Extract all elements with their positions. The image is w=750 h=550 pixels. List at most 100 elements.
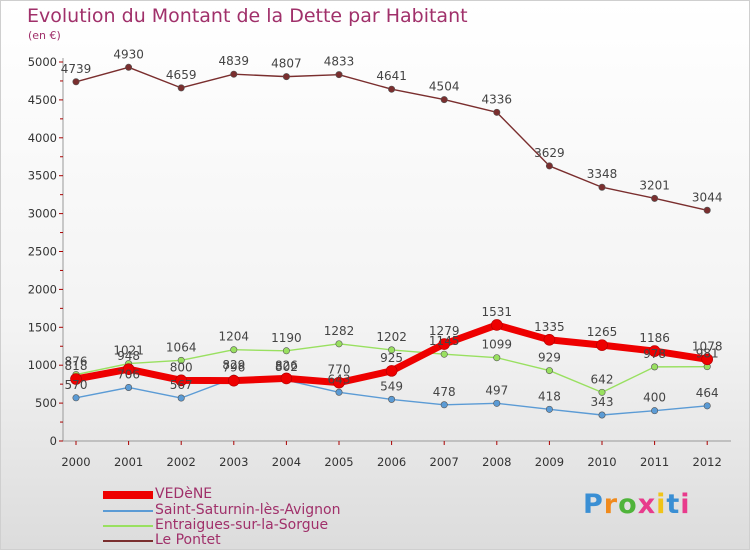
data-label-vedene: 796 xyxy=(222,361,245,375)
data-point-entraigues xyxy=(440,350,448,358)
y-tick-label: 2500 xyxy=(28,245,57,259)
x-tick-label: 2012 xyxy=(693,455,722,469)
series-layer xyxy=(70,63,714,419)
data-point-vedene xyxy=(280,372,293,385)
data-label-le-pontet: 4336 xyxy=(482,92,513,106)
data-point-vedene xyxy=(596,339,608,351)
y-tick-label: 0 xyxy=(50,434,57,448)
data-label-saint-saturnin: 706 xyxy=(117,367,140,381)
data-point-saint-saturnin xyxy=(493,399,501,407)
data-point-le-pontet xyxy=(440,96,448,104)
data-label-le-pontet: 4659 xyxy=(166,68,197,82)
data-point-entraigues xyxy=(282,347,290,355)
legend-swatch-vedene xyxy=(103,491,153,499)
data-label-saint-saturnin: 400 xyxy=(643,391,666,405)
data-label-saint-saturnin: 643 xyxy=(328,372,351,386)
data-label-vedene: 1335 xyxy=(534,320,565,334)
data-point-saint-saturnin xyxy=(440,401,448,409)
data-label-saint-saturnin: 478 xyxy=(433,385,456,399)
data-label-entraigues: 978 xyxy=(643,347,666,361)
data-point-vedene xyxy=(175,374,187,387)
data-point-saint-saturnin xyxy=(703,402,711,410)
x-tick-label: 2010 xyxy=(587,455,616,469)
data-label-vedene: 925 xyxy=(380,351,403,365)
x-tick-label: 2000 xyxy=(61,455,90,469)
x-tick-label: 2008 xyxy=(482,455,511,469)
unit-label: (en €) xyxy=(28,29,61,42)
data-label-entraigues: 876 xyxy=(65,355,88,369)
x-tick-label: 2006 xyxy=(377,455,406,469)
data-point-le-pontet xyxy=(703,206,711,214)
data-label-entraigues: 1099 xyxy=(482,338,513,352)
data-label-entraigues: 1064 xyxy=(166,340,197,354)
data-point-le-pontet xyxy=(651,194,659,202)
data-point-entraigues xyxy=(598,388,606,396)
data-label-saint-saturnin: 418 xyxy=(538,389,561,403)
x-tick-label: 2011 xyxy=(640,455,669,469)
data-point-entraigues xyxy=(651,363,659,371)
y-tick-label: 3000 xyxy=(28,207,57,221)
data-point-vedene xyxy=(648,345,661,357)
data-point-vedene xyxy=(543,334,556,346)
data-point-saint-saturnin xyxy=(125,383,133,391)
data-point-le-pontet xyxy=(125,63,133,71)
data-label-vedene: 800 xyxy=(170,360,193,374)
x-tick-label: 2004 xyxy=(272,455,301,469)
data-label-entraigues: 1145 xyxy=(429,334,460,348)
data-label-entraigues: 1202 xyxy=(376,330,407,344)
data-point-vedene xyxy=(228,374,240,387)
data-label-entraigues: 642 xyxy=(591,372,614,386)
data-point-vedene xyxy=(490,319,503,331)
logo-letter: t xyxy=(666,489,681,520)
data-label-vedene: 1279 xyxy=(429,324,460,338)
y-tick-label: 5000 xyxy=(28,55,57,69)
data-point-vedene xyxy=(438,338,451,350)
legend-label-le-pontet: Le Pontet xyxy=(155,532,221,548)
data-label-entraigues: 929 xyxy=(538,351,561,365)
data-labels: 570 706 567 829 802 643 549 478 497 418 343 400 464 8… xyxy=(61,47,723,409)
data-label-entraigues: 1190 xyxy=(271,331,302,345)
data-point-saint-saturnin xyxy=(388,395,396,403)
x-tick-label: 2007 xyxy=(430,455,459,469)
data-label-le-pontet: 4641 xyxy=(376,69,407,83)
data-label-le-pontet: 3348 xyxy=(587,167,618,181)
data-point-vedene xyxy=(701,353,714,366)
proxiti-logo: Proxiti xyxy=(583,489,691,520)
data-label-vedene: 770 xyxy=(328,363,351,377)
data-label-saint-saturnin: 497 xyxy=(485,383,508,397)
data-label-saint-saturnin: 829 xyxy=(222,358,245,372)
logo-letter: P xyxy=(583,489,604,520)
data-label-entraigues: 1021 xyxy=(113,344,144,358)
data-point-vedene xyxy=(333,376,345,389)
data-point-le-pontet xyxy=(545,162,553,170)
data-label-le-pontet: 4930 xyxy=(113,47,144,61)
x-tick-label: 2005 xyxy=(324,455,353,469)
data-point-entraigues xyxy=(230,346,238,354)
data-label-saint-saturnin: 549 xyxy=(380,379,403,393)
data-label-le-pontet: 4504 xyxy=(429,80,460,94)
x-tick-label: 2002 xyxy=(167,455,196,469)
legend-label-saint-saturnin: Saint-Saturnin-lès-Avignon xyxy=(155,502,341,518)
data-point-saint-saturnin xyxy=(177,394,185,402)
y-tick-label: 4500 xyxy=(28,93,57,107)
data-label-le-pontet: 3201 xyxy=(639,178,670,192)
logo-letter: i xyxy=(656,489,667,520)
legend-label-entraigues: Entraigues-sur-la-Sorgue xyxy=(155,517,329,533)
data-label-entraigues: 1282 xyxy=(324,324,355,338)
legend-swatch-entraigues xyxy=(103,525,153,527)
data-point-le-pontet xyxy=(72,78,80,86)
data-point-entraigues xyxy=(545,367,553,375)
data-point-entraigues xyxy=(177,356,185,364)
y-tick-label: 1000 xyxy=(28,358,57,372)
data-label-vedene: 1531 xyxy=(482,305,513,319)
y-tick-label: 2000 xyxy=(28,282,57,296)
data-label-le-pontet: 4739 xyxy=(61,62,92,76)
data-point-vedene xyxy=(70,373,82,385)
data-label-le-pontet: 4807 xyxy=(271,57,302,71)
data-point-saint-saturnin xyxy=(72,394,80,402)
data-label-vedene: 826 xyxy=(275,358,298,372)
logo-letter: o xyxy=(618,489,638,520)
legend-swatch-saint-saturnin xyxy=(103,510,153,512)
data-label-saint-saturnin: 343 xyxy=(591,395,614,409)
